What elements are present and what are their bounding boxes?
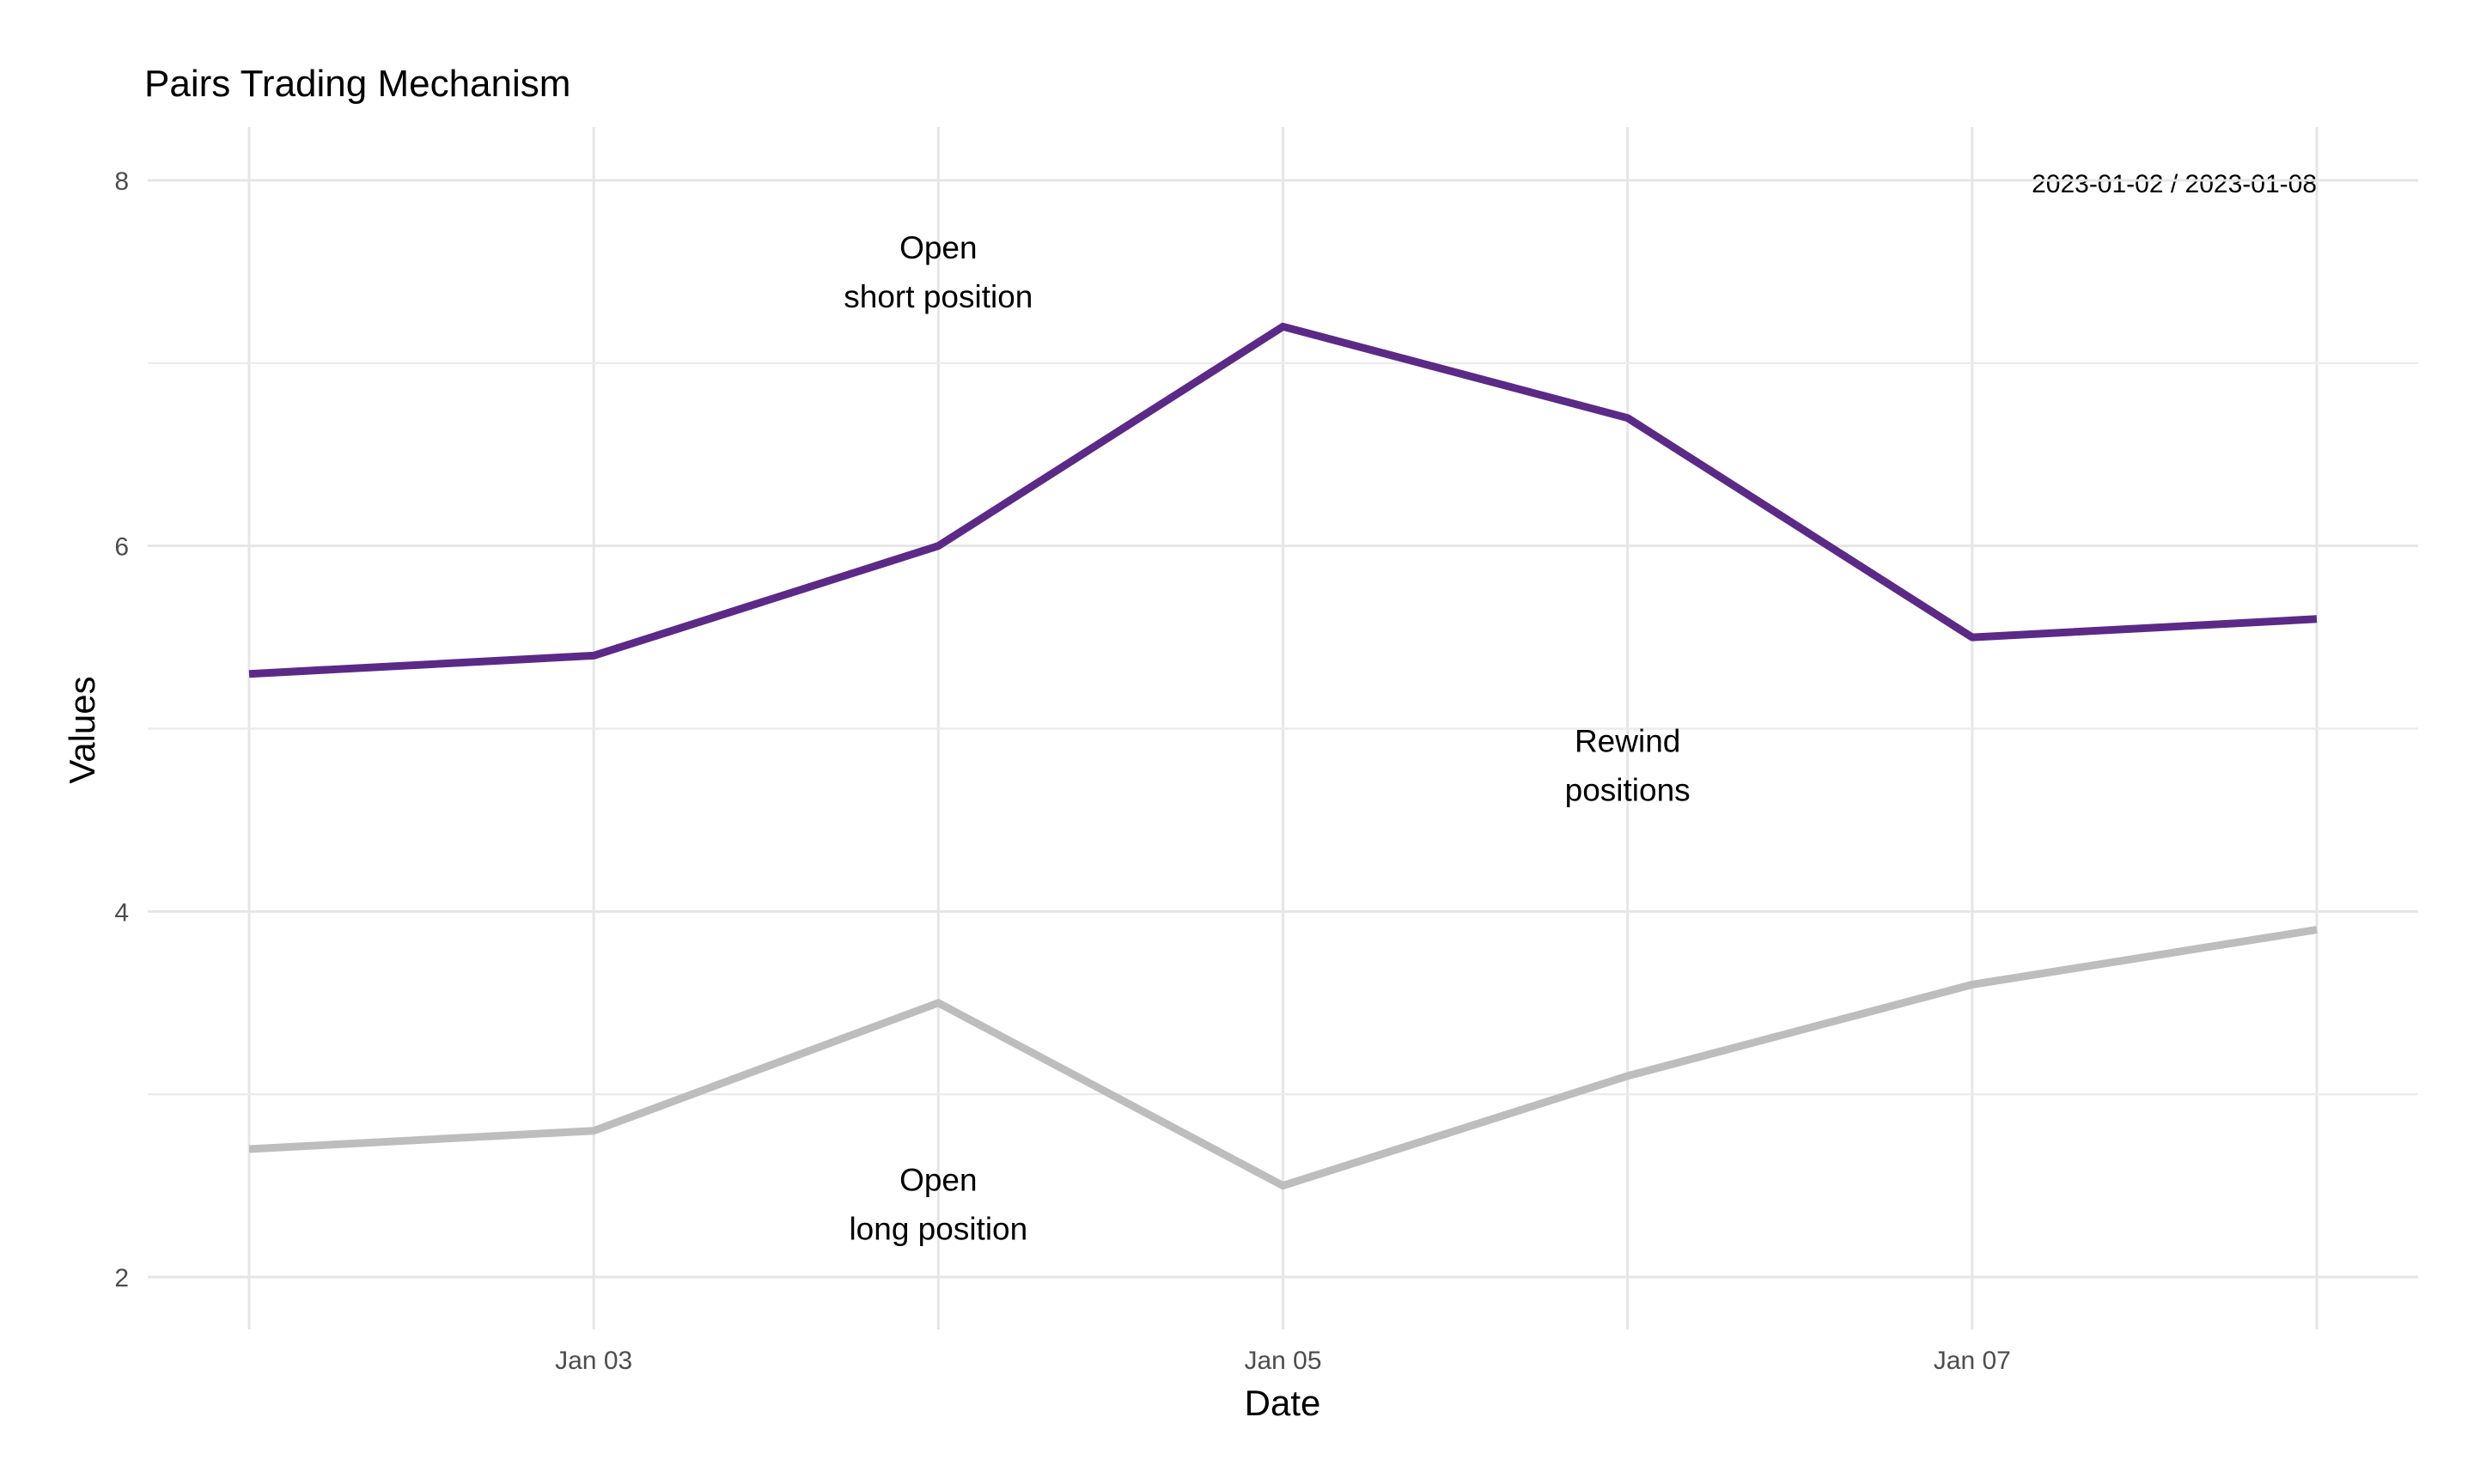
y-tick-label: 2: [114, 1264, 129, 1292]
annotation-line: short position: [844, 279, 1033, 314]
date-range-label: 2023-01-02 / 2023-01-08: [2032, 170, 2317, 198]
series-line-1: [248, 322, 2318, 678]
annotation-line: long position: [849, 1211, 1027, 1246]
annotation-line: Rewind: [1575, 724, 1680, 759]
x-axis-ticks: Jan 03 Jan 05 Jan 07: [555, 1347, 2011, 1375]
y-tick-label: 8: [114, 167, 129, 196]
x-tick-label: Jan 05: [1244, 1347, 1321, 1375]
x-tick-label: Jan 03: [555, 1347, 632, 1375]
series-line-2: [248, 926, 2318, 1190]
chart-title: Pairs Trading Mechanism: [144, 63, 570, 105]
series-layer: [248, 322, 2318, 1190]
x-tick-label: Jan 07: [1934, 1347, 2011, 1375]
annotation-3: Open long position: [849, 1162, 1027, 1246]
grid-lines: [148, 127, 2418, 1329]
annotation-2: Rewind positions: [1565, 724, 1691, 808]
annotation-layer: Open short position Rewind positions Open lon…: [844, 230, 1690, 1247]
annotation-1: Open short position: [844, 230, 1033, 314]
y-tick-label: 4: [114, 898, 129, 927]
y-tick-label: 6: [114, 533, 129, 562]
annotation-line: positions: [1565, 773, 1691, 808]
annotation-line: Open: [899, 230, 978, 265]
y-axis-title: Values: [62, 676, 102, 783]
y-axis-ticks: 2 4 6 8: [114, 167, 129, 1292]
x-axis-title: Date: [1245, 1383, 1321, 1423]
annotation-line: Open: [899, 1162, 978, 1197]
